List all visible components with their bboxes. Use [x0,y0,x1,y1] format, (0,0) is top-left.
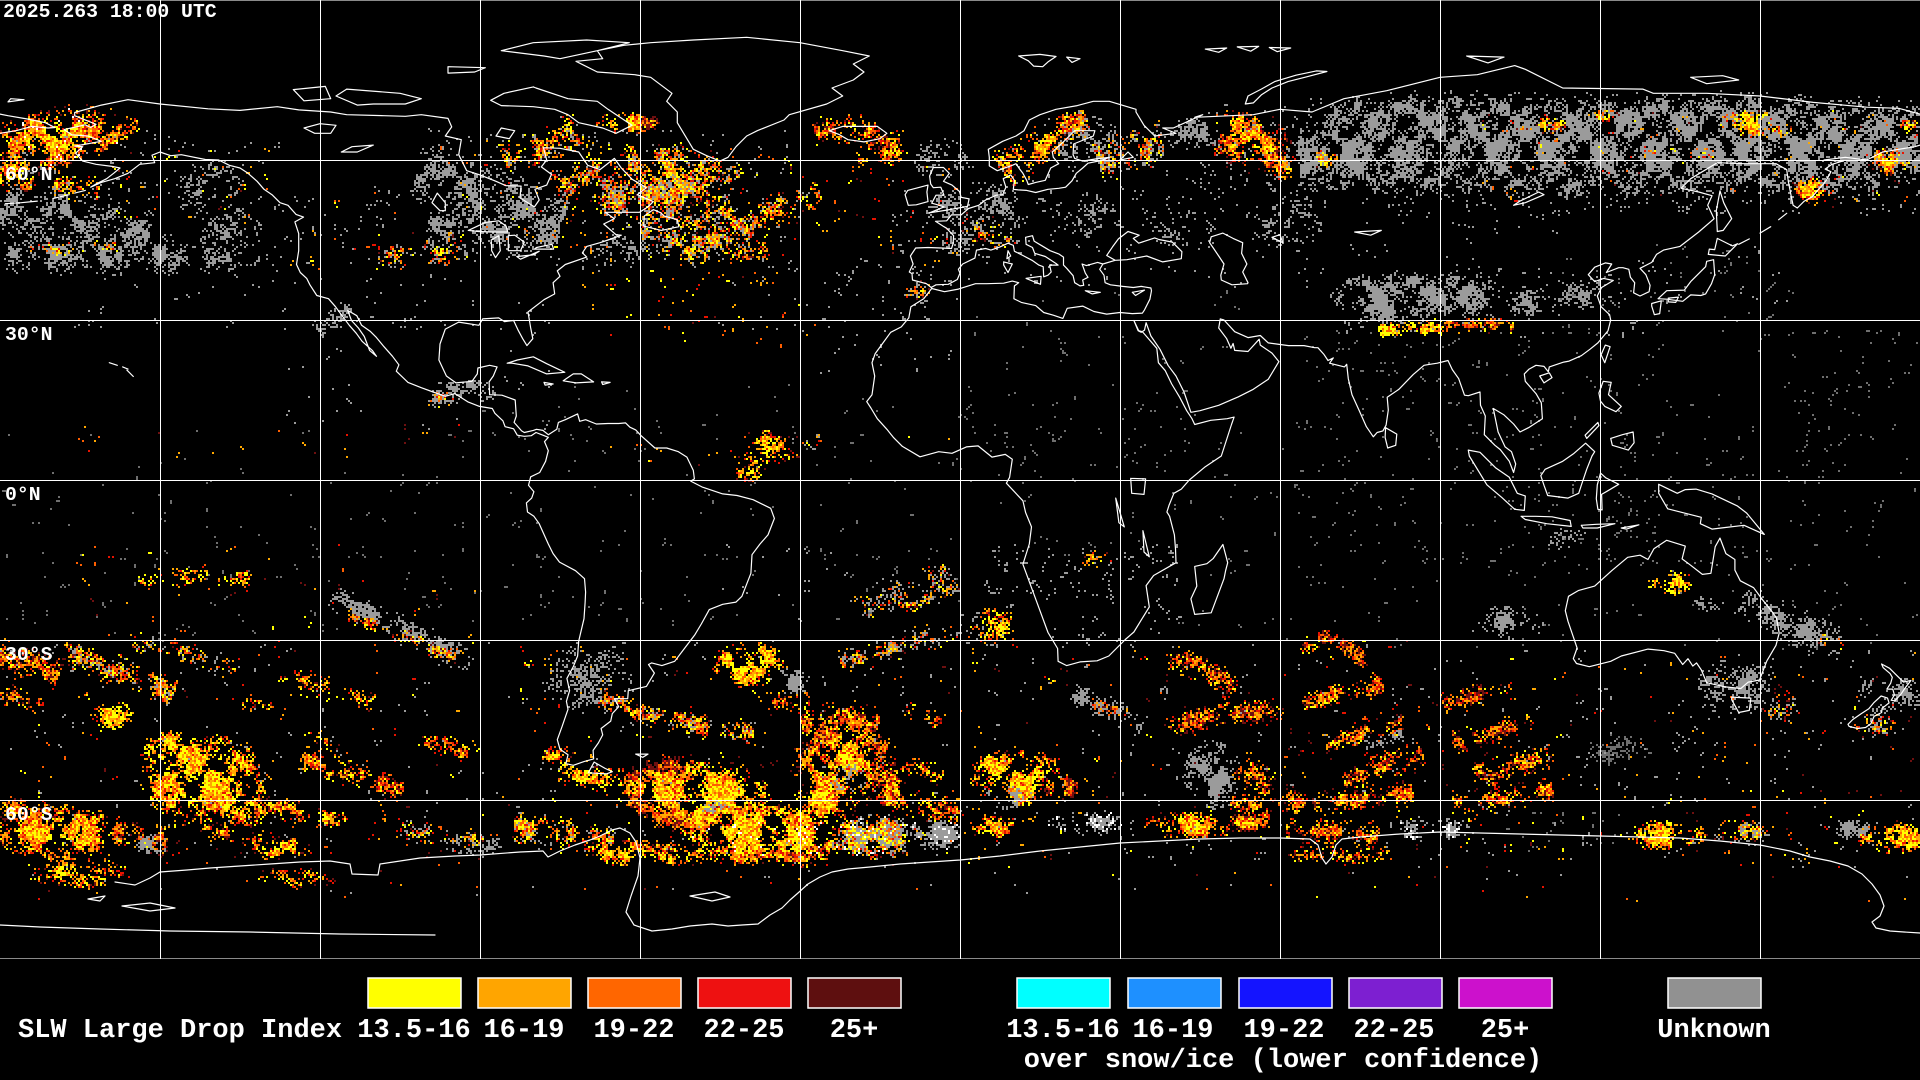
svg-text:13.5-16: 13.5-16 [357,1016,470,1046]
svg-text:16-19: 16-19 [483,1016,564,1046]
svg-text:25+: 25+ [830,1016,879,1046]
svg-text:30°N: 30°N [5,324,52,346]
svg-text:16-19: 16-19 [1132,1016,1213,1046]
svg-text:Unknown: Unknown [1657,1016,1770,1046]
svg-text:60°S: 60°S [5,804,53,826]
svg-text:2025.263 18:00 UTC: 2025.263 18:00 UTC [3,1,217,23]
svg-text:19-22: 19-22 [1243,1016,1324,1046]
svg-text:over snow/ice (lower confidenc: over snow/ice (lower confidence) [1024,1046,1542,1076]
svg-text:25+: 25+ [1481,1016,1530,1046]
svg-text:22-25: 22-25 [703,1016,784,1046]
svg-text:30°S: 30°S [5,644,53,666]
svg-text:19-22: 19-22 [593,1016,674,1046]
svg-text:22-25: 22-25 [1353,1016,1434,1046]
svg-text:13.5-16: 13.5-16 [1006,1016,1119,1046]
svg-text:0°N: 0°N [5,484,41,506]
svg-text:SLW Large Drop Index: SLW Large Drop Index [18,1016,342,1046]
svg-text:60°N: 60°N [5,164,52,186]
